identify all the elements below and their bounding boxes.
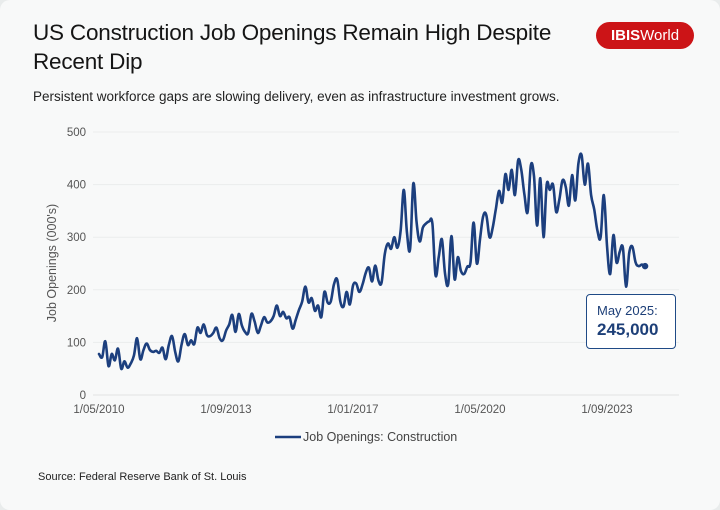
x-tick-label: 1/09/2013: [200, 404, 251, 416]
chart-title: US Construction Job Openings Remain High…: [33, 20, 552, 74]
legend-label: Job Openings: Construction: [303, 430, 457, 444]
y-tick-label: 300: [67, 232, 86, 244]
callout-value: 245,000: [597, 320, 659, 339]
y-tick-label: 0: [80, 390, 86, 402]
logo-bold-text: IBIS: [610, 27, 641, 44]
y-tick-label: 400: [67, 180, 86, 192]
x-tick-label: 1/01/2017: [327, 404, 378, 416]
y-axis-label: Job Openings (000's): [45, 204, 59, 322]
chart-subtitle: Persistent workforce gaps are slowing de…: [33, 89, 560, 104]
source-note: Source: Federal Reserve Bank of St. Loui…: [38, 471, 247, 483]
y-tick-label: 100: [67, 337, 86, 349]
x-tick-label: 1/05/2020: [454, 404, 505, 416]
x-axis-ticks: 1/05/2010 1/09/2013 1/01/2017 1/05/2020 1/09…: [73, 404, 632, 416]
y-tick-label: 500: [67, 127, 86, 139]
x-tick-label: 1/05/2010: [73, 404, 124, 416]
y-axis-ticks: 0 100 200 300 400 500: [67, 127, 86, 402]
y-tick-label: 200: [67, 285, 86, 297]
latest-point-marker: [641, 262, 649, 270]
gridlines: [93, 131, 679, 396]
callout-date: May 2025:: [597, 303, 658, 318]
logo-regular-text: World: [640, 27, 680, 44]
latest-value-callout: May 2025: 245,000: [586, 294, 676, 349]
x-tick-label: 1/09/2023: [581, 404, 632, 416]
ibisworld-logo: IBISWorld: [596, 22, 694, 49]
series-line-job-openings: [97, 152, 647, 371]
legend: Job Openings: Construction: [275, 430, 457, 444]
